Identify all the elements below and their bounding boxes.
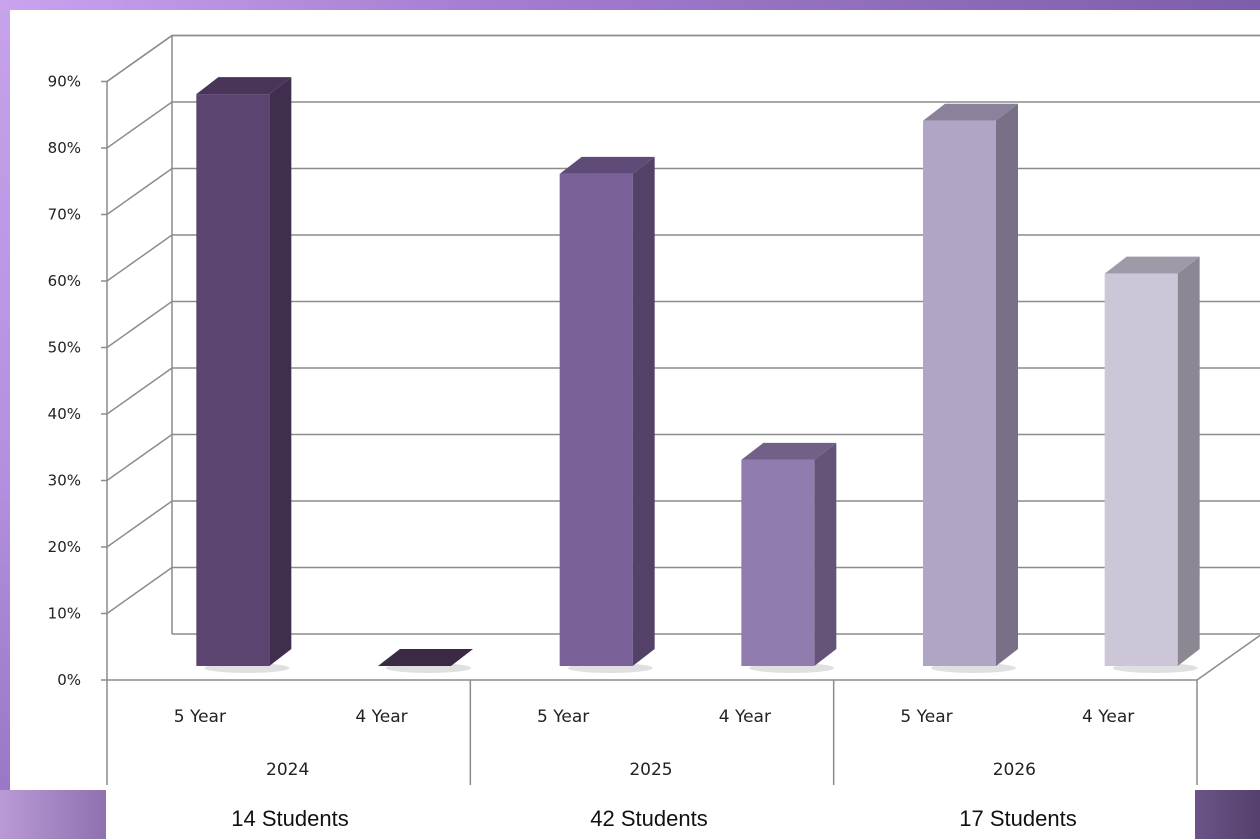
bar <box>378 649 473 673</box>
bar <box>1104 256 1200 673</box>
y-tick-label: 80% <box>48 139 81 157</box>
y-tick-label: 20% <box>48 538 81 556</box>
bar <box>741 442 837 673</box>
y-tick-label: 30% <box>48 472 81 490</box>
x-category-label: 5 Year <box>900 707 952 727</box>
x-category-label: 5 Year <box>174 707 226 727</box>
bar-front-face <box>196 94 270 667</box>
chart-gridlines <box>106 34 1260 635</box>
bar-side-face <box>814 442 837 666</box>
bar <box>196 77 292 673</box>
gridline <box>106 34 1260 83</box>
bar-front-face <box>559 173 633 666</box>
x-category-label: 5 Year <box>537 707 589 727</box>
y-tick-label: 60% <box>48 272 81 290</box>
y-tick-label: 50% <box>48 339 81 357</box>
gridline <box>106 500 1260 548</box>
bar-side-face <box>269 77 292 667</box>
y-tick-label: 10% <box>48 605 81 623</box>
gridline <box>106 566 1260 615</box>
bar-top-face <box>559 156 655 174</box>
x-group-label: 2025 <box>629 760 672 780</box>
floor-right-edge <box>1196 634 1260 681</box>
chart-bars <box>196 77 1200 673</box>
bar-top-face <box>923 103 1018 121</box>
y-tick-label: 40% <box>48 405 81 423</box>
bar-front-face <box>741 459 815 666</box>
gridline <box>106 300 1260 349</box>
top-background-strip <box>0 0 1260 10</box>
x-group-label: 2026 <box>993 760 1036 780</box>
bar-top-face <box>1104 256 1200 274</box>
y-tick-label: 90% <box>48 73 81 91</box>
x-category-label: 4 Year <box>719 707 771 727</box>
student-count-2024: 14 Students <box>231 806 349 831</box>
y-axis-ticks: 0% 10% 20% 30% 40% 50% 60% 70% 80% 90% <box>48 73 107 689</box>
gridline <box>106 101 1260 149</box>
gridline <box>106 433 1260 482</box>
bar-front-face <box>923 120 996 666</box>
bar-top-face <box>378 649 473 666</box>
bar-front-face <box>1104 273 1178 666</box>
bottom-left-decoration <box>0 790 106 839</box>
bar-side-face <box>1177 256 1200 666</box>
gridline <box>106 234 1260 282</box>
student-count-2026: 17 Students <box>959 806 1077 831</box>
bar <box>923 103 1018 673</box>
bottom-right-decoration <box>1195 790 1260 839</box>
bar-side-face <box>632 156 655 666</box>
bar-side-face <box>996 103 1018 666</box>
left-background-strip <box>0 10 10 790</box>
gridline <box>106 167 1260 216</box>
student-count-strip: 14 Students 42 Students 17 Students <box>106 790 1195 839</box>
gridline <box>106 367 1260 415</box>
bar-top-face <box>196 77 292 95</box>
y-tick-label: 70% <box>48 206 81 224</box>
x-category-label: 4 Year <box>1082 707 1134 727</box>
x-axis: 5 Year 4 Year 2024 5 Year 4 Year 2025 5 Year 4 … <box>106 680 1198 785</box>
x-category-label: 4 Year <box>355 707 407 727</box>
student-count-2025: 42 Students <box>590 806 708 831</box>
bar <box>559 156 655 673</box>
y-tick-label: 0% <box>57 671 81 689</box>
x-group-label: 2024 <box>266 760 309 780</box>
bar-chart: 0% 10% 20% 30% 40% 50% 60% 70% 80% 90% 5 Year 4 Ye… <box>48 34 1260 785</box>
bar-top-face <box>741 442 837 460</box>
